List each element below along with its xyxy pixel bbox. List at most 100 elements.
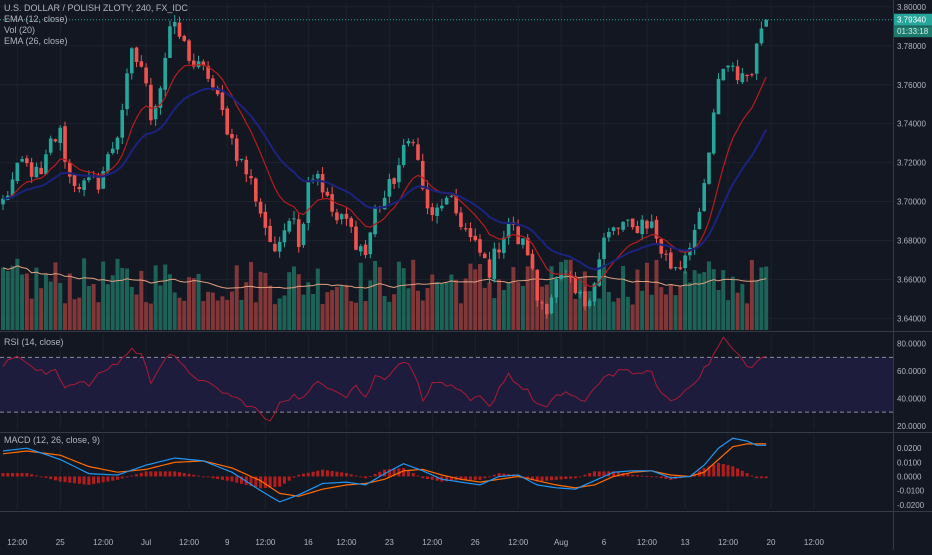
macd-hist-bar	[445, 476, 449, 482]
volume-bar	[229, 291, 234, 330]
candle-body	[716, 78, 721, 115]
volume-bar	[15, 258, 20, 330]
price-tick-label: 3.74000	[897, 120, 926, 129]
candle-body	[263, 211, 268, 228]
volume-bar	[182, 300, 187, 330]
candle-body	[316, 173, 320, 179]
macd-hist-bar	[325, 470, 329, 477]
legend-ema12[interactable]: EMA (12, close)	[4, 14, 68, 24]
volume-bar	[153, 265, 158, 330]
volume-bar	[506, 282, 511, 330]
macd-hist-bar	[316, 470, 320, 477]
volume-bar	[668, 284, 673, 330]
candle-body	[506, 221, 511, 238]
candle-body	[478, 239, 482, 253]
candle-body	[153, 105, 158, 120]
macd-label[interactable]: MACD (12, 26, close, 9)	[4, 435, 101, 445]
macd-hist-bar	[459, 476, 463, 480]
candle-body	[764, 19, 768, 27]
candle-body	[363, 244, 368, 256]
candle-body	[254, 178, 258, 202]
volume-bar	[520, 285, 525, 330]
macd-hist-bar	[583, 474, 587, 477]
candle-body	[34, 166, 39, 178]
volume-bar	[726, 300, 731, 330]
volume-bar	[745, 303, 750, 330]
volume-bar	[20, 274, 25, 330]
volume-bar	[72, 299, 77, 330]
macd-hist-bar	[49, 476, 53, 480]
volume-bar	[478, 264, 482, 330]
candle-body	[616, 227, 621, 229]
candle-body	[211, 78, 215, 88]
macd-hist-bar	[707, 466, 711, 477]
macd-hist-bar	[263, 476, 267, 488]
volume-bar	[644, 262, 649, 330]
volume-bar	[449, 274, 454, 330]
macd-hist-bar	[559, 476, 563, 480]
macd-hist-bar	[631, 474, 635, 477]
macd-hist-bar	[11, 473, 15, 477]
macd-hist-bar	[554, 476, 558, 480]
candle-body	[626, 219, 630, 221]
price-tick-label: 3.80000	[897, 3, 926, 12]
rsi-band-fill	[0, 357, 893, 413]
candle-body	[659, 239, 664, 254]
candle-body	[287, 220, 291, 232]
volume-bar	[53, 262, 58, 330]
macd-hist-bar	[211, 476, 215, 479]
last-price-badge	[894, 13, 932, 26]
macd-hist-bar	[158, 471, 162, 477]
candle-body	[158, 88, 163, 108]
volume-bar	[611, 301, 616, 330]
volume-bar	[597, 298, 602, 330]
volume-bar	[387, 301, 392, 330]
macd-hist-bar	[492, 474, 496, 477]
candle-body	[697, 211, 702, 230]
price-tick-label: 3.70000	[897, 198, 926, 207]
volume-bar	[683, 271, 688, 330]
volume-bar	[702, 272, 707, 330]
rsi-label[interactable]: RSI (14, close)	[4, 337, 64, 347]
candle-body	[406, 141, 411, 144]
volume-bar	[191, 278, 196, 330]
macd-hist-bar	[235, 476, 239, 483]
candles	[1, 15, 768, 319]
legend-volume[interactable]: Vol (20)	[4, 25, 36, 35]
candle-body	[106, 154, 110, 172]
candle-body	[516, 226, 520, 245]
volume-bar	[654, 259, 659, 330]
volume-bar	[501, 290, 506, 330]
macd-hist-bar	[635, 475, 639, 477]
candle-body	[234, 138, 239, 161]
volume-bar	[311, 294, 316, 330]
volume-bar	[234, 265, 239, 330]
volume-bar	[487, 282, 492, 330]
volume-bar	[24, 273, 29, 330]
price-axis: 3.64000 3.66000 3.68000 3.70000 3.72000 3.740…	[897, 3, 926, 323]
volume-bar	[635, 269, 640, 330]
candle-body	[163, 57, 167, 90]
volume-bar	[349, 301, 354, 330]
candle-body	[692, 229, 697, 248]
candle-body	[521, 238, 525, 245]
candle-body	[182, 35, 187, 41]
volume-bar	[163, 264, 168, 330]
candle-body	[96, 177, 101, 190]
candle-body	[335, 212, 339, 221]
volume-bar	[392, 294, 397, 330]
macd-hist-bar	[282, 476, 286, 484]
macd-hist-bar	[278, 476, 282, 487]
candle-body	[268, 225, 272, 243]
macd-hist-bar	[125, 476, 129, 478]
rsi-tick-label: 20.0000	[897, 422, 926, 431]
macd-hist-bar	[25, 473, 29, 477]
candle-body	[149, 84, 153, 121]
macd-hist-bar	[259, 476, 263, 489]
volume-bar	[196, 273, 201, 330]
volume-bar	[411, 259, 416, 330]
volume-bar	[320, 304, 325, 330]
volume-bar	[606, 291, 611, 330]
legend-ema26[interactable]: EMA (26, close)	[4, 36, 68, 46]
volume-bar	[272, 304, 277, 330]
